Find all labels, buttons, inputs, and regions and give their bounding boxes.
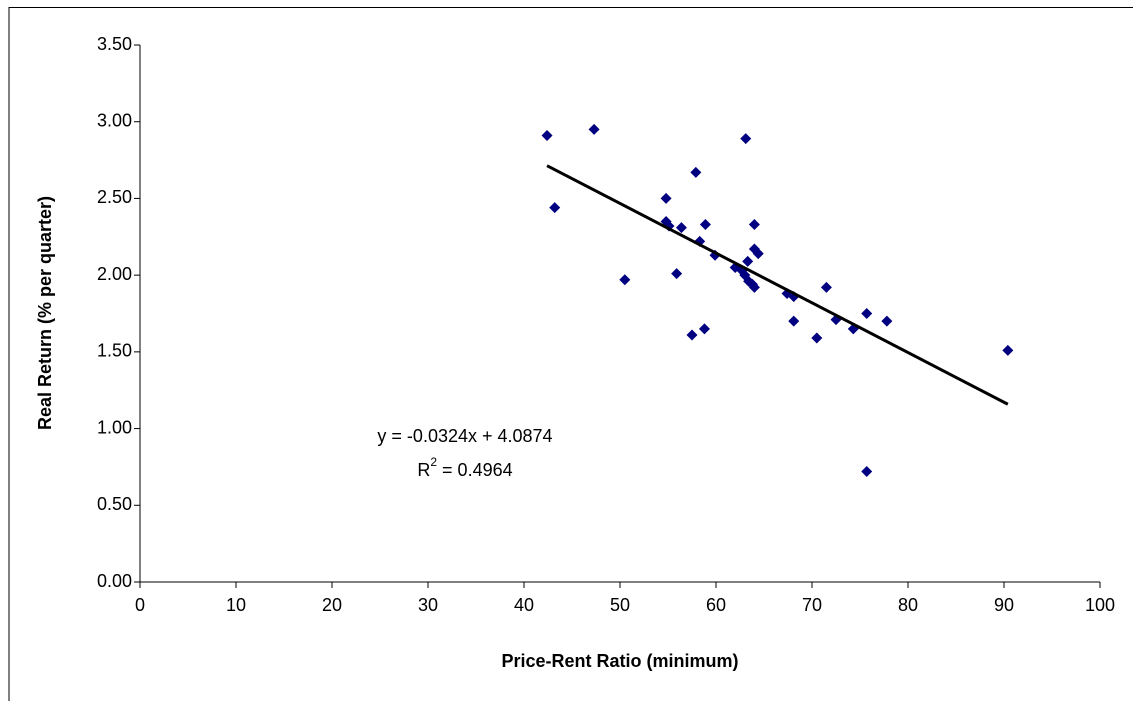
y-tick-label: 0.50: [97, 494, 132, 514]
r-squared-value: = 0.4964: [437, 460, 513, 480]
y-tick-label: 3.50: [97, 34, 132, 54]
y-axis-title: Real Return (% per quarter): [35, 196, 55, 430]
trendline-equation: y = -0.0324x + 4.0874: [377, 426, 552, 446]
point: [1002, 344, 1014, 356]
y-tick-label: 0.00: [97, 571, 132, 591]
r-squared-prefix: R: [417, 460, 430, 480]
point: [742, 255, 754, 267]
x-tick-label: 70: [802, 595, 822, 615]
point: [660, 192, 672, 204]
x-tick-label: 10: [226, 595, 246, 615]
y-tick-label: 1.00: [97, 417, 132, 437]
point: [861, 308, 873, 319]
point: [820, 281, 832, 293]
r-squared: R2 = 0.4964: [417, 455, 512, 480]
x-tick-label: 90: [994, 595, 1014, 615]
point: [861, 466, 873, 478]
x-tick-label: 60: [706, 595, 726, 615]
point: [699, 219, 711, 231]
point: [619, 274, 631, 286]
x-tick-label: 0: [135, 595, 145, 615]
x-tick-label: 50: [610, 595, 630, 615]
point: [541, 130, 553, 142]
x-axis-title: Price-Rent Ratio (minimum): [501, 651, 738, 671]
point: [675, 222, 687, 234]
point: [698, 323, 710, 335]
point: [549, 202, 561, 214]
y-tick-label: 1.50: [97, 341, 132, 361]
x-tick-label: 80: [898, 595, 918, 615]
chart-frame: [8, 7, 1133, 701]
point: [811, 332, 823, 344]
trendline: [546, 164, 1009, 406]
point: [671, 268, 683, 280]
x-tick-label: 40: [514, 595, 534, 615]
point: [881, 315, 893, 327]
point: [748, 219, 760, 231]
point: [740, 133, 752, 145]
y-tick-label: 2.50: [97, 187, 132, 207]
point: [788, 315, 800, 327]
point: [752, 248, 764, 260]
x-tick-label: 20: [322, 595, 342, 615]
point: [686, 329, 698, 341]
x-tick-label: 30: [418, 595, 438, 615]
point: [690, 166, 702, 178]
x-tick-label: 100: [1085, 595, 1115, 615]
r-squared-sup: 2: [430, 455, 437, 469]
y-tick-label: 2.00: [97, 264, 132, 284]
point: [588, 123, 600, 135]
y-tick-label: 3.00: [97, 110, 132, 130]
point: [748, 281, 760, 293]
